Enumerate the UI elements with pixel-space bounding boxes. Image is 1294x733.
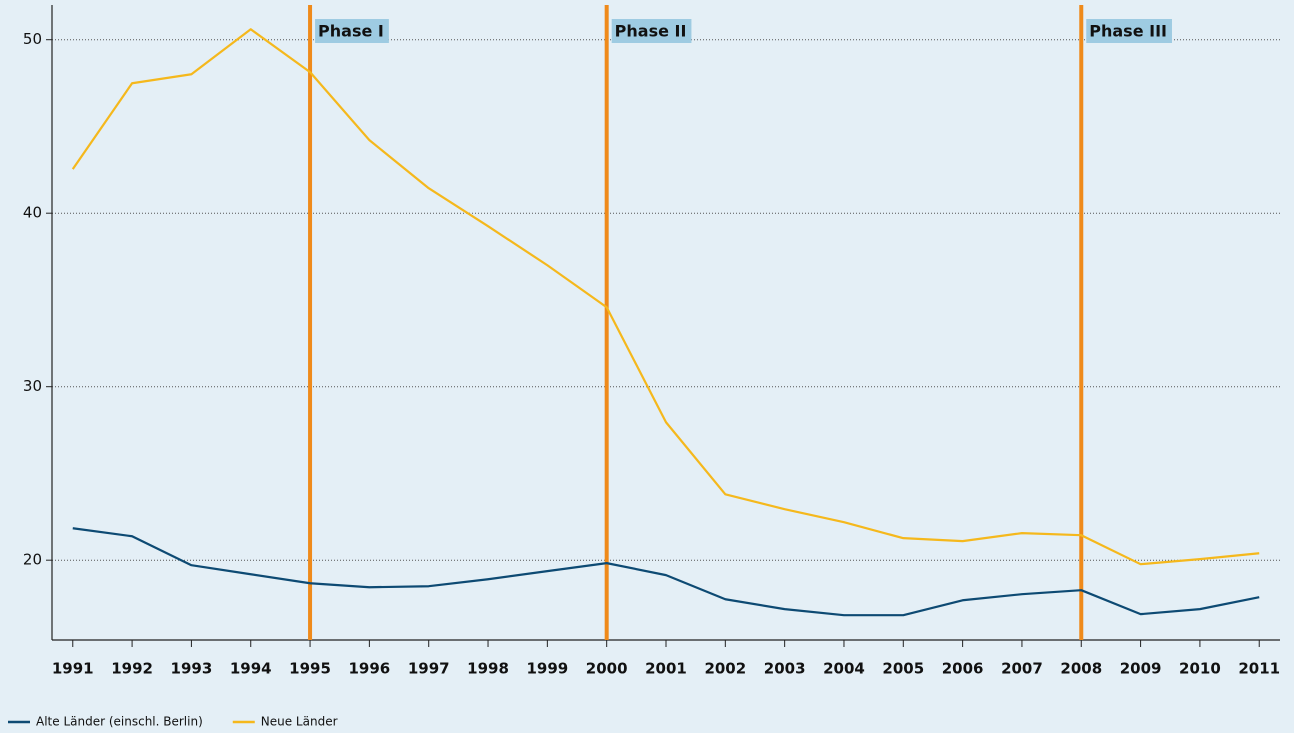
phase-label-bg — [1086, 19, 1172, 43]
series-line — [72, 527, 1260, 617]
x-tick-label: 2005 — [882, 660, 924, 678]
x-tick-label: 2007 — [1001, 660, 1043, 678]
phase-label-text: Phase I — [318, 22, 384, 41]
y-tick-label: 30 — [23, 377, 42, 395]
x-tick-label: 1991 — [52, 660, 94, 678]
phase-label-bg — [611, 19, 692, 43]
series-line — [71, 28, 1260, 566]
x-tick-label: 2001 — [645, 660, 687, 678]
y-tick-label: 20 — [23, 551, 42, 569]
x-tick-label: 2000 — [586, 660, 628, 678]
x-tick-label: 1994 — [230, 660, 272, 678]
y-tick-label: 40 — [23, 204, 42, 222]
phase-label: Phase III — [1086, 19, 1172, 43]
x-tick-label: 2003 — [764, 660, 806, 678]
phase-label: Phase II — [611, 19, 692, 43]
x-tick-label: 2010 — [1179, 660, 1221, 678]
x-tick-label: 1998 — [467, 660, 509, 678]
phase-label-text: Phase III — [1089, 22, 1167, 41]
x-tick-label: 1993 — [171, 660, 213, 678]
x-tick-label: 1995 — [289, 660, 331, 678]
x-tick-label: 2004 — [823, 660, 865, 678]
x-tick-label: 2011 — [1238, 660, 1280, 678]
legend-label: Neue Länder — [261, 715, 338, 729]
x-tick-label: 1996 — [349, 660, 391, 678]
phase-label: Phase I — [315, 19, 389, 43]
x-tick-label: 1999 — [526, 660, 568, 678]
legend-label: Alte Länder (einschl. Berlin) — [36, 715, 203, 729]
y-tick-label: 50 — [23, 30, 42, 48]
x-tick-label: 2008 — [1060, 660, 1102, 678]
phase-label-bg — [315, 19, 389, 43]
phase-label-text: Phase II — [615, 22, 687, 41]
x-tick-label: 1997 — [408, 660, 450, 678]
x-tick-label: 2006 — [942, 660, 984, 678]
x-tick-label: 2009 — [1120, 660, 1162, 678]
x-tick-label: 1992 — [111, 660, 153, 678]
x-tick-label: 2002 — [704, 660, 746, 678]
